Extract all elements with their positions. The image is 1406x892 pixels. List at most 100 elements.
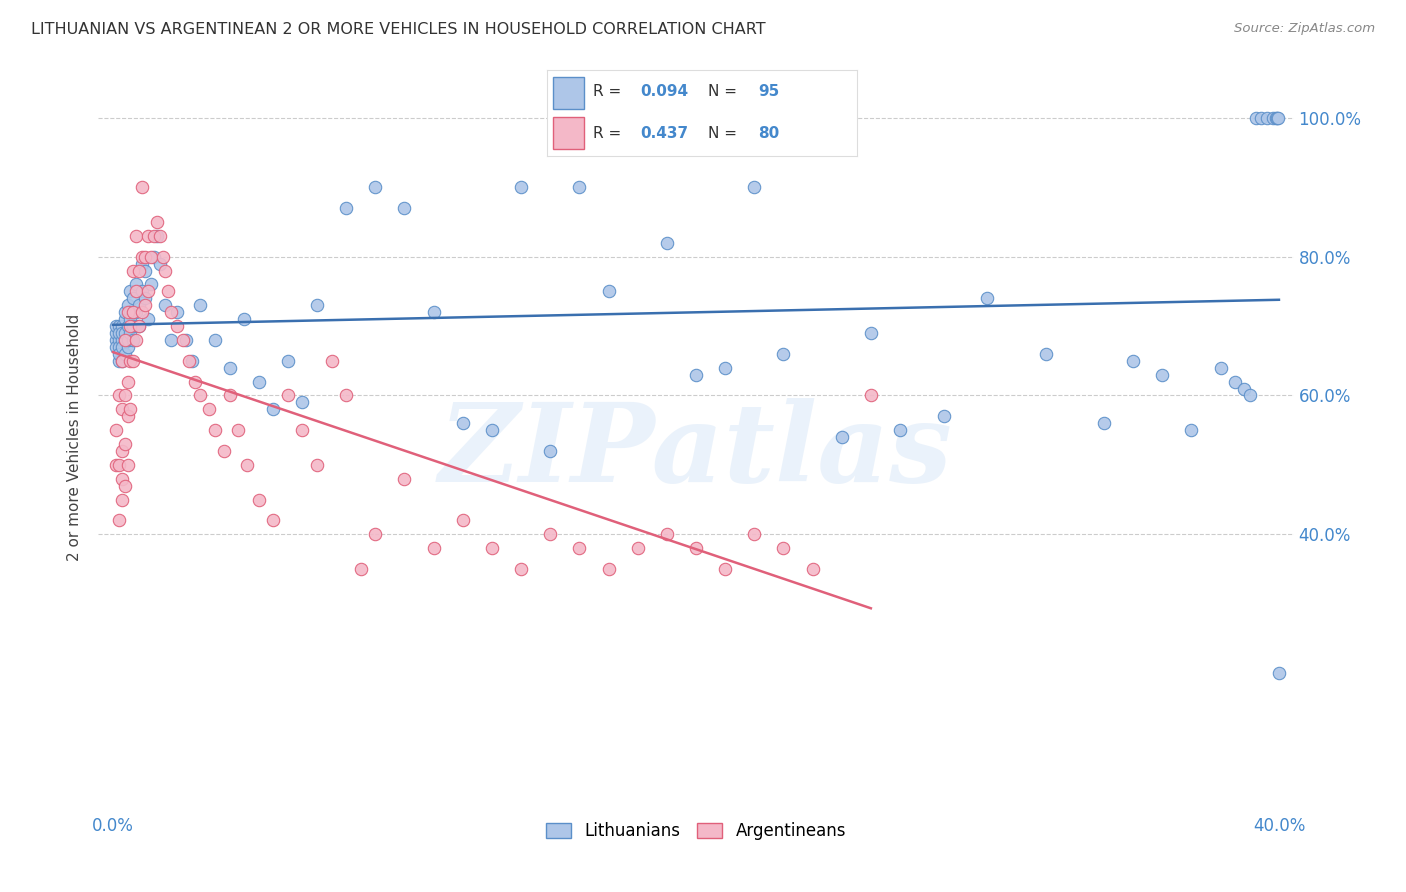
Point — [145, 215, 167, 229]
Point — [104, 458, 127, 472]
Point — [160, 305, 183, 319]
Point — [859, 388, 882, 402]
Point — [152, 250, 174, 264]
Point — [128, 319, 150, 334]
Point — [350, 562, 373, 576]
Point — [136, 312, 159, 326]
Point — [117, 298, 139, 312]
Point — [568, 541, 591, 555]
Point — [145, 228, 167, 243]
Point — [364, 527, 387, 541]
Point — [114, 333, 136, 347]
Point — [204, 333, 226, 347]
Point — [291, 423, 314, 437]
Point — [627, 541, 650, 555]
Point — [117, 375, 139, 389]
Point — [831, 430, 853, 444]
Point — [1267, 665, 1289, 680]
Point — [422, 541, 444, 555]
Point — [218, 388, 240, 402]
Point — [134, 291, 156, 305]
Point — [122, 353, 145, 368]
Point — [111, 444, 134, 458]
Point — [117, 305, 139, 319]
Point — [104, 319, 127, 334]
Point — [180, 353, 202, 368]
Point — [114, 333, 136, 347]
Point — [120, 319, 142, 334]
Point — [142, 228, 165, 243]
Point — [114, 305, 136, 319]
Point — [1233, 382, 1256, 396]
Point — [111, 472, 134, 486]
Legend: Lithuanians, Argentineans: Lithuanians, Argentineans — [537, 814, 855, 848]
Point — [111, 319, 134, 334]
Point — [510, 180, 533, 194]
Point — [305, 298, 328, 312]
Point — [772, 541, 794, 555]
Point — [104, 326, 127, 340]
Point — [568, 180, 591, 194]
Text: ZIPatlas: ZIPatlas — [439, 399, 953, 506]
Point — [120, 312, 142, 326]
Point — [481, 541, 503, 555]
Point — [117, 333, 139, 347]
Point — [114, 312, 136, 326]
Point — [1267, 111, 1289, 125]
Point — [228, 423, 250, 437]
Point — [510, 562, 533, 576]
Point — [125, 285, 148, 299]
Point — [134, 263, 156, 277]
Point — [1152, 368, 1174, 382]
Point — [772, 347, 794, 361]
Point — [394, 472, 416, 486]
Point — [685, 368, 707, 382]
Point — [451, 416, 474, 430]
Point — [111, 333, 134, 347]
Point — [742, 180, 765, 194]
Point — [1256, 111, 1278, 125]
Point — [742, 527, 765, 541]
Point — [122, 305, 145, 319]
Point — [139, 250, 162, 264]
Point — [125, 305, 148, 319]
Point — [1250, 111, 1272, 125]
Point — [136, 228, 159, 243]
Point — [136, 285, 159, 299]
Point — [889, 423, 911, 437]
Point — [131, 305, 153, 319]
Point — [131, 285, 153, 299]
Point — [1035, 347, 1057, 361]
Point — [108, 340, 131, 354]
Point — [114, 437, 136, 451]
Point — [155, 298, 177, 312]
Point — [108, 333, 131, 347]
Point — [139, 277, 162, 292]
Point — [394, 201, 416, 215]
Point — [134, 298, 156, 312]
Point — [111, 340, 134, 354]
Point — [120, 353, 142, 368]
Point — [801, 562, 824, 576]
Point — [277, 388, 299, 402]
Point — [134, 250, 156, 264]
Point — [212, 444, 235, 458]
Point — [236, 458, 259, 472]
Point — [262, 513, 284, 527]
Point — [262, 402, 284, 417]
Point — [160, 333, 183, 347]
Point — [125, 333, 148, 347]
Point — [149, 228, 172, 243]
Point — [655, 235, 678, 250]
Point — [111, 326, 134, 340]
Point — [108, 319, 131, 334]
Point — [364, 180, 387, 194]
Point — [111, 492, 134, 507]
Point — [481, 423, 503, 437]
Point — [125, 277, 148, 292]
Point — [218, 360, 240, 375]
Point — [117, 409, 139, 424]
Point — [117, 319, 139, 334]
Y-axis label: 2 or more Vehicles in Household: 2 or more Vehicles in Household — [67, 313, 83, 561]
Point — [190, 388, 212, 402]
